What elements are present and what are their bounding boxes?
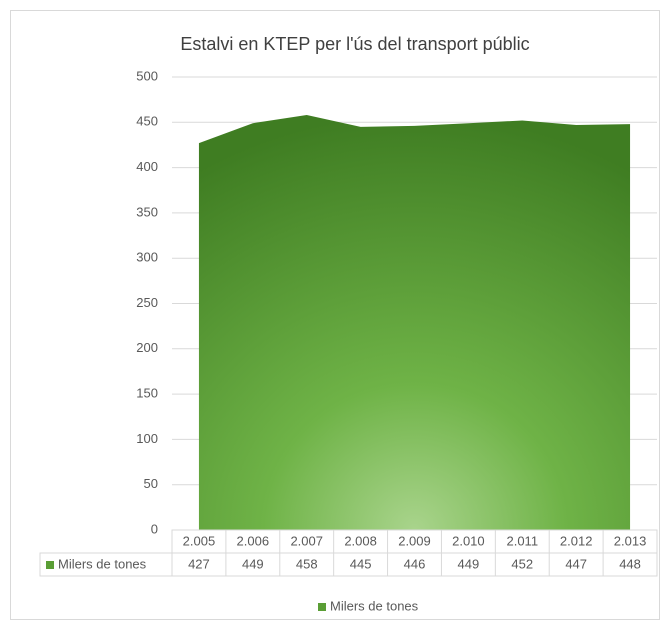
- x-tick-label: 2.010: [452, 533, 485, 548]
- table-cell: [39, 552, 658, 577]
- x-tick-label: 2.005: [183, 533, 216, 548]
- table-value: 458: [296, 556, 318, 571]
- table-value: 448: [619, 556, 641, 571]
- y-tick-label: 100: [136, 431, 158, 446]
- table-value: 449: [242, 556, 264, 571]
- x-tick-label: 2.013: [614, 533, 647, 548]
- table-value: 447: [565, 556, 587, 571]
- x-tick-label: 2.009: [398, 533, 431, 548]
- area: [198, 115, 631, 530]
- x-tick-label: 2.011: [506, 533, 538, 548]
- x-tick-label: 2.007: [290, 533, 323, 548]
- x-tick-label: 2.012: [560, 533, 593, 548]
- y-tick-label: 350: [136, 204, 158, 219]
- legend-label: Milers de tones: [330, 598, 419, 613]
- x-tick-label: 2.006: [237, 533, 270, 548]
- table-row-label: Milers de tones: [58, 556, 147, 571]
- y-tick-label: 400: [136, 159, 158, 174]
- y-tick-label: 150: [136, 386, 158, 401]
- y-tick-label: 250: [136, 295, 158, 310]
- y-tick-label: 200: [136, 340, 158, 355]
- legend-key: [318, 603, 326, 611]
- y-tick-label: 450: [136, 114, 158, 129]
- table-value: 452: [511, 556, 533, 571]
- table-value: 445: [350, 556, 372, 571]
- legend-key: [46, 561, 54, 569]
- y-tick-label: 500: [136, 68, 158, 83]
- y-tick-label: 300: [136, 250, 158, 265]
- y-tick-label: 50: [144, 476, 158, 491]
- table-value: 446: [404, 556, 426, 571]
- x-tick-label: 2.008: [344, 533, 377, 548]
- y-tick-label: 0: [151, 521, 158, 536]
- table-value: 427: [188, 556, 210, 571]
- table-value: 449: [458, 556, 480, 571]
- chart-title: Estalvi en KTEP per l'ús del transport p…: [180, 34, 529, 54]
